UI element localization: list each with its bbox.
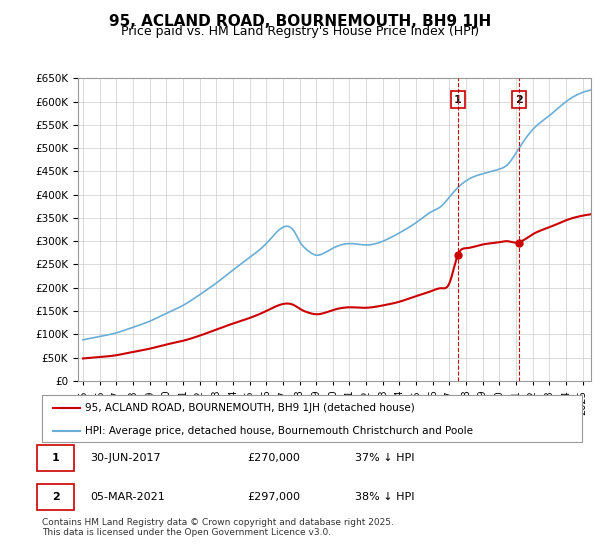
Text: 2: 2: [52, 492, 59, 502]
Text: 38% ↓ HPI: 38% ↓ HPI: [355, 492, 415, 502]
Text: 2: 2: [515, 95, 523, 105]
Text: 95, ACLAND ROAD, BOURNEMOUTH, BH9 1JH (detached house): 95, ACLAND ROAD, BOURNEMOUTH, BH9 1JH (d…: [85, 403, 415, 413]
Text: 1: 1: [52, 453, 59, 463]
FancyBboxPatch shape: [42, 395, 582, 442]
Text: HPI: Average price, detached house, Bournemouth Christchurch and Poole: HPI: Average price, detached house, Bour…: [85, 426, 473, 436]
Text: 30-JUN-2017: 30-JUN-2017: [91, 453, 161, 463]
Text: £270,000: £270,000: [247, 453, 300, 463]
Text: 95, ACLAND ROAD, BOURNEMOUTH, BH9 1JH: 95, ACLAND ROAD, BOURNEMOUTH, BH9 1JH: [109, 14, 491, 29]
FancyBboxPatch shape: [37, 484, 74, 510]
Text: Contains HM Land Registry data © Crown copyright and database right 2025.
This d: Contains HM Land Registry data © Crown c…: [42, 518, 394, 538]
Text: 37% ↓ HPI: 37% ↓ HPI: [355, 453, 415, 463]
FancyBboxPatch shape: [37, 445, 74, 471]
Text: Price paid vs. HM Land Registry's House Price Index (HPI): Price paid vs. HM Land Registry's House …: [121, 25, 479, 38]
Text: 05-MAR-2021: 05-MAR-2021: [91, 492, 166, 502]
Text: £297,000: £297,000: [247, 492, 300, 502]
Text: 1: 1: [454, 95, 461, 105]
